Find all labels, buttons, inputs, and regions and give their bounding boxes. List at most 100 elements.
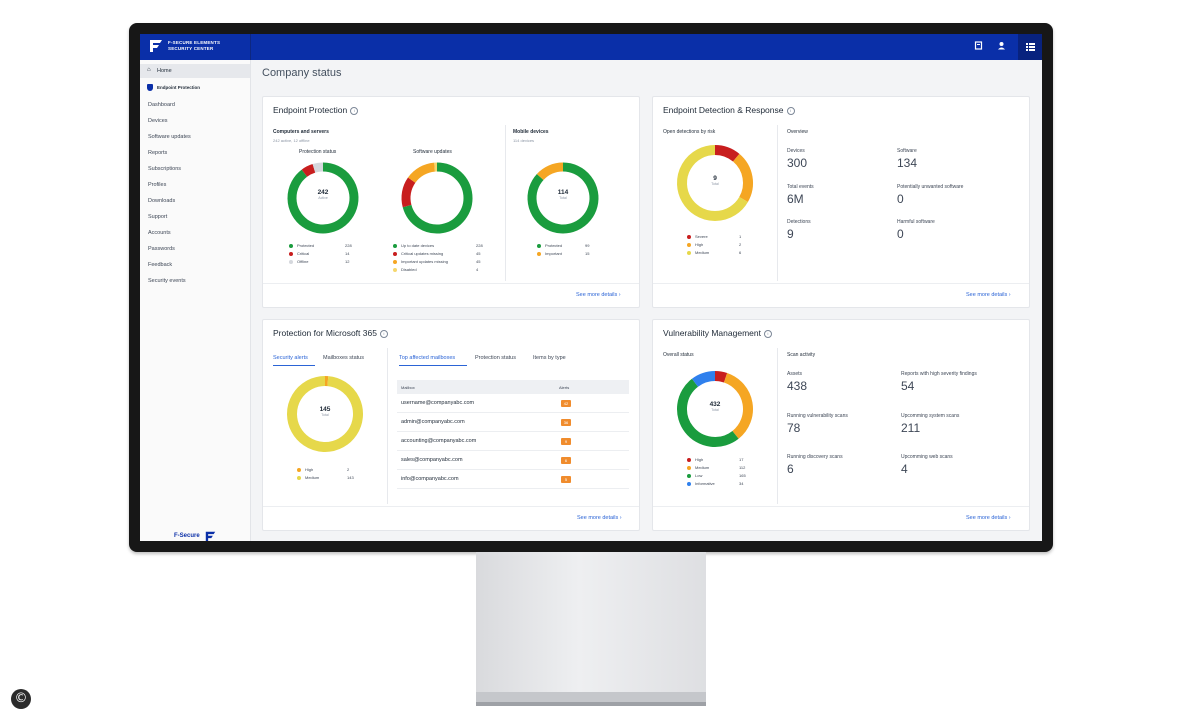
sidebar-item-devices[interactable]: Devices [148,118,168,124]
sidebar-section-endpoint-protection[interactable]: Endpoint Protection [157,85,200,90]
sidebar-item-support[interactable]: Support [148,214,168,220]
legend-label: Low [695,473,703,478]
overview-harmful-software-value: 0 [897,227,904,241]
info-icon[interactable]: i [350,106,359,115]
table-row[interactable]: accounting@companyabc.com 9 [397,432,629,451]
table-row[interactable]: username@companyabc.com 42 [397,394,629,413]
tab-security-alerts[interactable]: Security alerts [273,355,308,361]
brand-line-1: F-SECURE ELEMENTS [168,40,221,45]
legend-label: High [695,457,704,462]
donut-segment [402,162,473,234]
scan-high-severity-label: Reports with high severity findings [901,371,977,377]
edr-card: Endpoint Detection & Response i Open dete… [652,96,1030,308]
user-icon[interactable] [995,41,1007,53]
sidebar-item-home[interactable] [140,64,250,78]
overview-unwanted-software-value: 0 [897,192,904,206]
security-alerts-donut [287,376,363,452]
divider [387,348,388,504]
tab-items-by-type[interactable]: Items by type [533,355,566,361]
see-more-link[interactable]: See more details › [577,515,622,521]
m365-title: Protection for Microsoft 365 i [273,328,388,338]
legend-item: Medium 143 [297,475,357,483]
legend-item: High 2 [297,467,357,475]
legend-swatch [687,481,691,486]
donut-segment [407,162,436,183]
tab-protection-status[interactable]: Protection status [475,355,516,361]
legend-swatch [687,457,691,462]
overview-devices-value: 300 [787,156,808,170]
sidebar-item-software-updates[interactable]: Software updates [148,134,191,140]
see-more-link[interactable]: See more details › [966,292,1011,298]
donut-segment [401,177,416,208]
donut-segment [301,164,316,177]
see-more-link[interactable]: See more details › [576,292,621,298]
tab-mailboxes-status[interactable]: Mailboxes status [323,355,364,361]
info-icon[interactable]: i [786,106,795,115]
mailbox-cell: admin@companyabc.com [401,419,465,425]
bookmark-icon[interactable] [972,41,984,53]
overview-software-label: Software [897,148,917,154]
legend-swatch [289,243,293,248]
sidebar-item-feedback[interactable]: Feedback [148,262,173,268]
monitor-stand-foot [476,692,706,706]
legend-item: Critical updates missing 45 [393,251,489,259]
m365-card: Protection for Microsoft 365 i Security a… [262,319,640,531]
donut-segment [287,376,363,452]
open-detections-legend: Severe 1 High 2 Medium 6 [687,234,747,258]
alerts-count-badge: 36 [561,419,571,426]
copyright-mark: © [11,689,31,709]
shield-icon [147,84,153,91]
menu-button[interactable] [1018,34,1042,60]
protection-status-total-label: Active [318,196,328,200]
legend-item: Critical 14 [289,251,355,259]
vulnerability-title: Vulnerability Management i [663,328,772,338]
legend-label: Informative [695,481,715,486]
sidebar-item-security-events[interactable]: Security events [148,278,186,284]
legend-value: 228 [476,243,483,248]
info-icon[interactable]: i [763,329,772,338]
legend-item: Protected 228 [289,243,355,251]
info-icon[interactable]: i [379,329,388,338]
legend-swatch [393,243,397,248]
legend-value: 12 [345,259,350,264]
vulnerability-card: Vulnerability Management i Overall status… [652,319,1030,531]
sidebar-item-subscriptions[interactable]: Subscriptions [148,166,182,172]
legend-swatch [289,259,293,264]
legend-item: Important 15 [537,251,593,259]
mailbox-cell: username@companyabc.com [401,400,475,406]
brand-line-2: SECURITY CENTER [168,46,214,51]
legend-item: Important updates missing 45 [393,259,489,267]
grid-menu-icon [1026,43,1035,51]
mobile-devices-donut-segments [527,162,599,234]
protection-status-center: 242 Active [303,189,343,200]
app-logo[interactable]: F-SECURE ELEMENTS SECURITY CENTER [140,34,251,60]
sidebar-item-reports[interactable]: Reports [148,150,168,156]
divider [653,283,1029,284]
table-row[interactable]: admin@companyabc.com 36 [397,413,629,432]
scan-assets-value: 438 [787,379,808,393]
legend-swatch [687,250,691,255]
sidebar-item-accounts[interactable]: Accounts [148,230,171,236]
overall-status-total: 432 [709,401,721,408]
mobile-devices-donut [527,162,599,234]
legend-label: Disabled [401,267,417,272]
overview-software-value: 134 [897,156,918,170]
see-more-link[interactable]: See more details › [966,515,1011,521]
open-detections-title: Open detections by risk [663,129,716,135]
legend-item: Medium 6 [687,250,747,258]
sidebar-item-profiles[interactable]: Profiles [148,182,167,188]
divider [505,125,506,281]
sidebar-item-downloads[interactable]: Downloads [148,198,176,204]
open-detections-total: 9 [713,175,717,182]
table-row[interactable]: sales@companyabc.com 6 [397,451,629,470]
donut-segment [691,371,716,387]
tab-top-affected-mailboxes[interactable]: Top affected mailboxes [399,355,456,361]
legend-label: Important [545,251,562,256]
overall-status-total-label: Total [711,408,719,412]
sidebar-item-dashboard[interactable]: Dashboard [148,102,175,108]
sidebar-item-passwords[interactable]: Passwords [148,246,175,252]
scan-running-vulnerability-value: 78 [787,421,801,435]
table-row[interactable]: info@companyabc.com 5 [397,470,629,489]
legend-label: Up to date devices [401,243,435,248]
legend-value: 45 [476,259,481,264]
